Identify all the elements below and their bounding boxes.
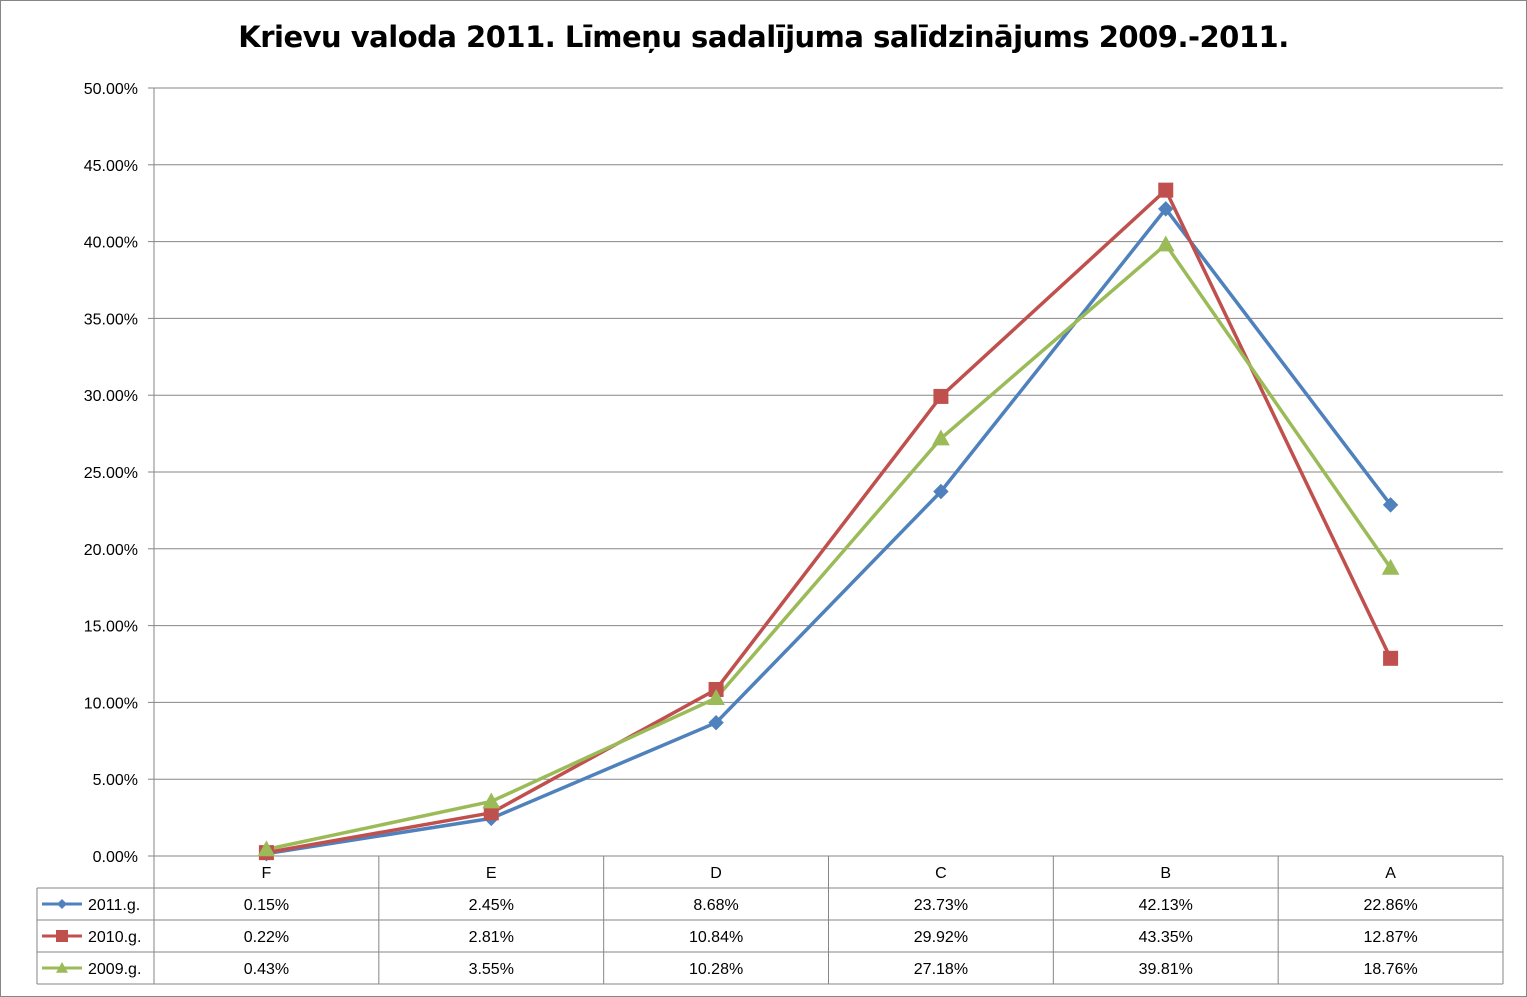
y-tick-label: 5.00% [93, 772, 138, 789]
y-tick-label: 20.00% [84, 542, 138, 559]
legend-marker [57, 899, 67, 909]
table-cell-value: 22.86% [1363, 897, 1417, 914]
table-cell-value: 29.92% [914, 929, 968, 946]
table-cell-value: 0.43% [244, 961, 289, 978]
data-point [1382, 497, 1399, 513]
series-lines [257, 182, 1400, 862]
y-tick-label: 0.00% [93, 849, 138, 866]
data-point [707, 689, 725, 705]
data-table: F E D C B A 2011.g. 0.15% 2.45% 8.68% 23.73% 42.13%… [36, 855, 1504, 985]
table-cell-value: 39.81% [1139, 961, 1193, 978]
data-point [1158, 182, 1174, 198]
series-line [266, 207, 1392, 856]
x-category-label: F [262, 865, 272, 882]
data-point [708, 714, 724, 731]
table-cell-value: 0.15% [244, 897, 289, 914]
legend-marker [56, 962, 68, 973]
data-point [257, 840, 276, 857]
y-tick-label: 15.00% [84, 619, 138, 636]
y-tick-label: 30.00% [84, 388, 138, 405]
data-point [933, 483, 949, 500]
legend-marker [56, 930, 68, 942]
table-cell-value: 10.84% [689, 929, 743, 946]
data-point [933, 388, 949, 404]
table-cell-value: 8.68% [693, 897, 738, 914]
y-tick-label: 40.00% [84, 235, 138, 252]
x-category-label: A [1385, 865, 1396, 882]
axes [148, 87, 155, 857]
table-cell-value: 2.81% [469, 929, 514, 946]
data-point [1156, 235, 1175, 252]
table-cell-value: 3.55% [469, 961, 514, 978]
x-category-label: B [1160, 865, 1171, 882]
data-point [1158, 201, 1174, 217]
series-line [266, 188, 1393, 855]
x-category-label: D [710, 865, 722, 882]
y-tick-label: 35.00% [84, 311, 138, 328]
chart-title: Krievu valoda 2011. Līmeņu sadalījuma sa… [238, 20, 1289, 54]
x-category-label: C [935, 865, 947, 882]
table-cell-value: 27.18% [914, 961, 968, 978]
data-point [1381, 558, 1400, 575]
table-cell-value: 2.45% [469, 897, 514, 914]
data-point [932, 429, 950, 446]
table-cell-value: 42.13% [1139, 897, 1193, 914]
data-point [1383, 650, 1399, 666]
y-tick-labels: 0.00% 5.00% 10.00% 15.00% 20.00% 25.00% 30.00%… [84, 81, 138, 866]
y-tick-label: 45.00% [84, 158, 138, 175]
y-tick-label: 25.00% [84, 465, 138, 482]
legend-label: 2011.g. [88, 897, 140, 914]
table-cell-value: 23.73% [914, 897, 968, 914]
table-cell-value: 10.28% [689, 961, 743, 978]
table-cell-value: 0.22% [244, 929, 289, 946]
table-cell-value: 43.35% [1139, 929, 1193, 946]
x-category-label: E [486, 865, 497, 882]
gridlines [154, 87, 1503, 780]
data-point [482, 792, 501, 809]
legend-label: 2010.g. [88, 929, 141, 946]
table-cell-value: 18.76% [1363, 961, 1417, 978]
table-cell-value: 12.87% [1363, 929, 1417, 946]
series-line [266, 242, 1393, 852]
y-tick-label: 50.00% [84, 81, 138, 98]
legend-label: 2009.g. [88, 961, 141, 978]
y-tick-label: 10.00% [84, 695, 138, 712]
